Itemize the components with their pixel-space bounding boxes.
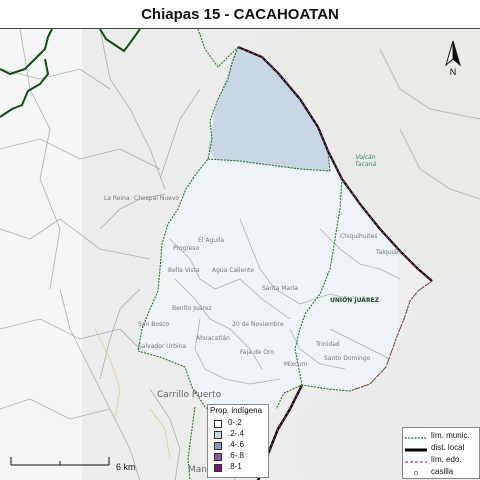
place-union-juarez: UNIÓN JUÁREZ: [330, 297, 379, 304]
scale-bar-graphic: [10, 457, 110, 466]
legend-swatch: [214, 464, 222, 472]
legend-label: .8-1: [228, 462, 242, 471]
muni-boundaries: [137, 46, 433, 480]
legend-line-label: lím. edo.: [431, 455, 462, 464]
legend-label: .6-.8: [228, 451, 245, 460]
legend-line-label: lím. munic.: [431, 431, 470, 440]
place-san-bosco: San Bosco: [138, 321, 170, 328]
place-volcan-tacana: Volcán Tacaná: [355, 154, 377, 168]
place-salvador-urbina: Salvador Urbina: [138, 343, 187, 350]
district-line-icon: [405, 448, 427, 452]
casilla-dot-icon: [413, 470, 418, 476]
place-ahuacatlan: Ahuacatlán: [196, 335, 230, 342]
legend-swatch: [214, 453, 222, 461]
place-mixcum: Mixcum: [284, 361, 308, 368]
place-faja-de-oro: Faja de Oro: [240, 349, 274, 356]
map-title: Chiapas 15 - CACAHOATAN: [141, 6, 339, 23]
place-la-reina: La Reina: [104, 195, 130, 202]
state-region-boundary: [0, 29, 141, 118]
place-santa-maria: Santa María: [262, 285, 298, 292]
scale-label: 6 km: [116, 462, 136, 472]
legend-swatch: [214, 420, 222, 428]
north-arrow-icon: [445, 40, 461, 67]
legend-swatch: [214, 442, 222, 450]
legend-label: .4-.6: [228, 440, 245, 449]
scale-bar: 6 km: [10, 453, 150, 473]
muni-line-icon: [405, 437, 427, 439]
legend-lines: lím. munic. dist. local lím. edo. casill…: [402, 427, 480, 479]
state-boundary-overlay: [237, 46, 433, 282]
legend-prop-indigena: Prop. indígena 0-.2 .2-.4 .4-.6 .6-.8 .8…: [207, 404, 269, 478]
roads: [0, 29, 480, 480]
legend-label: 0-.2: [228, 418, 242, 427]
minor-roads: [94, 328, 171, 460]
highlighted-municipality: [208, 47, 330, 171]
place-progreso: Progreso: [173, 245, 200, 252]
place-santo-domingo: Santo Domingo: [324, 355, 371, 362]
place-agua-caliente: Agua Caliente: [212, 267, 255, 274]
place-carrillo-puerto: Carrillo Puerto: [157, 390, 222, 400]
place-chespal: Chespal Nuevo: [134, 195, 180, 202]
place-el-aguila: El Aguila: [198, 237, 225, 244]
place-trinidad: Trinidad: [316, 341, 340, 348]
legend-swatch: [214, 431, 222, 439]
place-talquian: Talquián: [376, 249, 401, 256]
left-area: [0, 29, 82, 480]
place-chiquihuites: Chiquihuites: [340, 233, 378, 240]
place-benito-juarez: Benito Juárez: [172, 305, 212, 312]
legend-title: Prop. indígena: [210, 406, 263, 415]
legend-line-label: casilla: [431, 467, 454, 476]
place-bella-vista: Bella Vista: [168, 267, 200, 274]
north-arrow: N: [438, 39, 468, 79]
legend-line-label: dist. local: [431, 443, 465, 452]
guatemala-area: [262, 29, 480, 281]
state-line-icon: [405, 461, 427, 463]
muni-boundary-top: [197, 29, 239, 68]
legend-label: .2-.4: [228, 429, 245, 438]
place-20-noviembre: 20 de Noviembre: [232, 321, 284, 328]
north-label: N: [449, 67, 457, 77]
